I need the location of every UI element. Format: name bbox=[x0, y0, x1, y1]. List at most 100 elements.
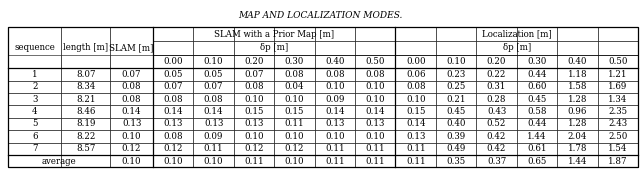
Text: 0.10: 0.10 bbox=[122, 132, 141, 141]
Bar bbox=[436, 27, 476, 41]
Text: 1: 1 bbox=[32, 70, 38, 79]
Text: 0.06: 0.06 bbox=[406, 70, 426, 79]
Bar bbox=[61, 130, 110, 143]
Text: average: average bbox=[42, 157, 77, 166]
Text: 0.14: 0.14 bbox=[406, 120, 426, 128]
Text: 0.43: 0.43 bbox=[487, 107, 506, 116]
Bar bbox=[436, 105, 476, 118]
Text: 0.10: 0.10 bbox=[122, 157, 141, 166]
Bar bbox=[516, 143, 557, 155]
Text: 0.10: 0.10 bbox=[285, 157, 304, 166]
Text: 0.11: 0.11 bbox=[244, 157, 264, 166]
Text: 0.07: 0.07 bbox=[163, 82, 183, 91]
Text: 0.08: 0.08 bbox=[244, 82, 264, 91]
Text: 8.21: 8.21 bbox=[76, 95, 95, 104]
Text: 0.40: 0.40 bbox=[568, 57, 587, 66]
Bar bbox=[315, 130, 355, 143]
Bar bbox=[193, 155, 234, 167]
Bar bbox=[61, 68, 110, 81]
Bar bbox=[516, 55, 557, 68]
Bar bbox=[153, 130, 193, 143]
Text: 2.35: 2.35 bbox=[608, 107, 627, 116]
Text: 0.21: 0.21 bbox=[446, 95, 466, 104]
Bar bbox=[557, 41, 598, 55]
Text: 0.12: 0.12 bbox=[163, 144, 183, 153]
Bar bbox=[274, 81, 315, 93]
Text: 0.10: 0.10 bbox=[204, 157, 223, 166]
Text: 0.10: 0.10 bbox=[325, 132, 345, 141]
Text: 0.08: 0.08 bbox=[365, 70, 385, 79]
Text: 4: 4 bbox=[32, 107, 38, 116]
Text: 0.08: 0.08 bbox=[204, 95, 223, 104]
Bar bbox=[61, 105, 110, 118]
Bar bbox=[598, 81, 638, 93]
Bar bbox=[476, 93, 516, 105]
Text: 0.10: 0.10 bbox=[325, 82, 345, 91]
Text: 1.21: 1.21 bbox=[608, 70, 628, 79]
Bar bbox=[193, 27, 234, 41]
Text: 0.11: 0.11 bbox=[285, 120, 304, 128]
Bar bbox=[355, 41, 396, 55]
Text: 0.13: 0.13 bbox=[163, 120, 183, 128]
Text: 0.10: 0.10 bbox=[446, 57, 466, 66]
Text: 0.30: 0.30 bbox=[527, 57, 547, 66]
Bar bbox=[598, 155, 638, 167]
Bar bbox=[396, 68, 436, 81]
Bar bbox=[61, 81, 110, 93]
Text: 8.07: 8.07 bbox=[76, 70, 95, 79]
Text: 0.12: 0.12 bbox=[285, 144, 304, 153]
Text: 0.10: 0.10 bbox=[204, 57, 223, 66]
Text: 1.69: 1.69 bbox=[608, 82, 627, 91]
Text: 0.20: 0.20 bbox=[244, 57, 264, 66]
Bar bbox=[436, 118, 476, 130]
Text: 2.04: 2.04 bbox=[568, 132, 587, 141]
Text: 0.12: 0.12 bbox=[122, 144, 141, 153]
Text: 1.54: 1.54 bbox=[608, 144, 627, 153]
Bar bbox=[598, 68, 638, 81]
Bar bbox=[8, 55, 61, 68]
Text: δp [m]: δp [m] bbox=[502, 43, 531, 52]
Bar bbox=[110, 130, 153, 143]
Bar bbox=[598, 143, 638, 155]
Bar bbox=[355, 105, 396, 118]
Bar bbox=[315, 68, 355, 81]
Bar bbox=[557, 27, 598, 41]
Bar bbox=[193, 143, 234, 155]
Text: 7: 7 bbox=[32, 144, 38, 153]
Bar bbox=[355, 55, 396, 68]
Bar bbox=[193, 118, 234, 130]
Text: SLAM [m]: SLAM [m] bbox=[109, 43, 154, 52]
Text: 0.10: 0.10 bbox=[163, 157, 183, 166]
Bar bbox=[476, 41, 516, 55]
Bar bbox=[110, 93, 153, 105]
Text: 0.11: 0.11 bbox=[365, 157, 385, 166]
Text: 2: 2 bbox=[32, 82, 38, 91]
Bar bbox=[234, 27, 274, 41]
Text: 0.14: 0.14 bbox=[204, 107, 223, 116]
Text: 0.07: 0.07 bbox=[244, 70, 264, 79]
Text: 0.07: 0.07 bbox=[122, 70, 141, 79]
Bar bbox=[274, 55, 315, 68]
Bar bbox=[436, 68, 476, 81]
Bar bbox=[516, 68, 557, 81]
Bar bbox=[355, 68, 396, 81]
Text: 0.23: 0.23 bbox=[447, 70, 466, 79]
Bar bbox=[315, 155, 355, 167]
Bar bbox=[8, 105, 61, 118]
Bar bbox=[516, 130, 557, 143]
Bar bbox=[234, 130, 274, 143]
Bar bbox=[315, 93, 355, 105]
Text: 0.13: 0.13 bbox=[325, 120, 344, 128]
Bar bbox=[274, 68, 315, 81]
Text: 0.08: 0.08 bbox=[122, 95, 141, 104]
Bar bbox=[61, 155, 110, 167]
Bar bbox=[274, 93, 315, 105]
Bar bbox=[61, 93, 110, 105]
Text: 0.08: 0.08 bbox=[325, 70, 345, 79]
Bar bbox=[153, 55, 193, 68]
Text: δp [m]: δp [m] bbox=[260, 43, 289, 52]
Text: 8.22: 8.22 bbox=[76, 132, 95, 141]
Bar bbox=[153, 27, 193, 41]
Bar bbox=[8, 27, 638, 167]
Bar bbox=[476, 105, 516, 118]
